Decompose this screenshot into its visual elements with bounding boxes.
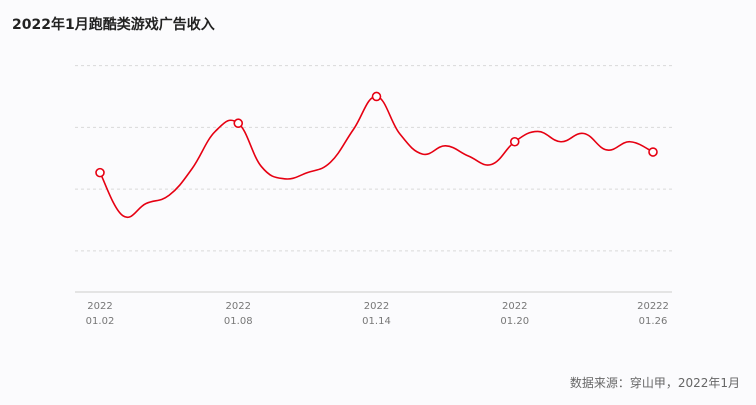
x-tick-date: 01.14 [362,316,391,327]
x-tick-date: 01.26 [639,316,668,327]
data-point-01.20 [509,136,520,147]
x-tick-year: 2022 [226,301,251,312]
x-tick-date: 01.08 [224,316,253,327]
x-tick-year: 2022 [87,301,112,312]
x-tick-year: 20222 [637,301,669,312]
source-note: 数据来源：穿山甲，2022年1月 [569,376,740,390]
x-tick-labels: 2022 01.02 2022 01.08 2022 01.14 2022 01.20 2022… [86,301,669,327]
x-tick-date: 01.02 [86,316,115,327]
series-markers [95,91,658,178]
data-point-01.08 [233,118,244,129]
chart-title: 2022年1月跑酷类游戏广告收入 [12,17,215,33]
x-tick-date: 01.20 [500,316,529,327]
data-point-01.02 [95,167,105,178]
x-tick-year: 2022 [364,301,389,312]
data-point-01.14 [371,91,382,102]
x-tick-year: 2022 [502,301,527,312]
series-line [99,95,654,219]
data-point-01.26 [648,147,658,157]
